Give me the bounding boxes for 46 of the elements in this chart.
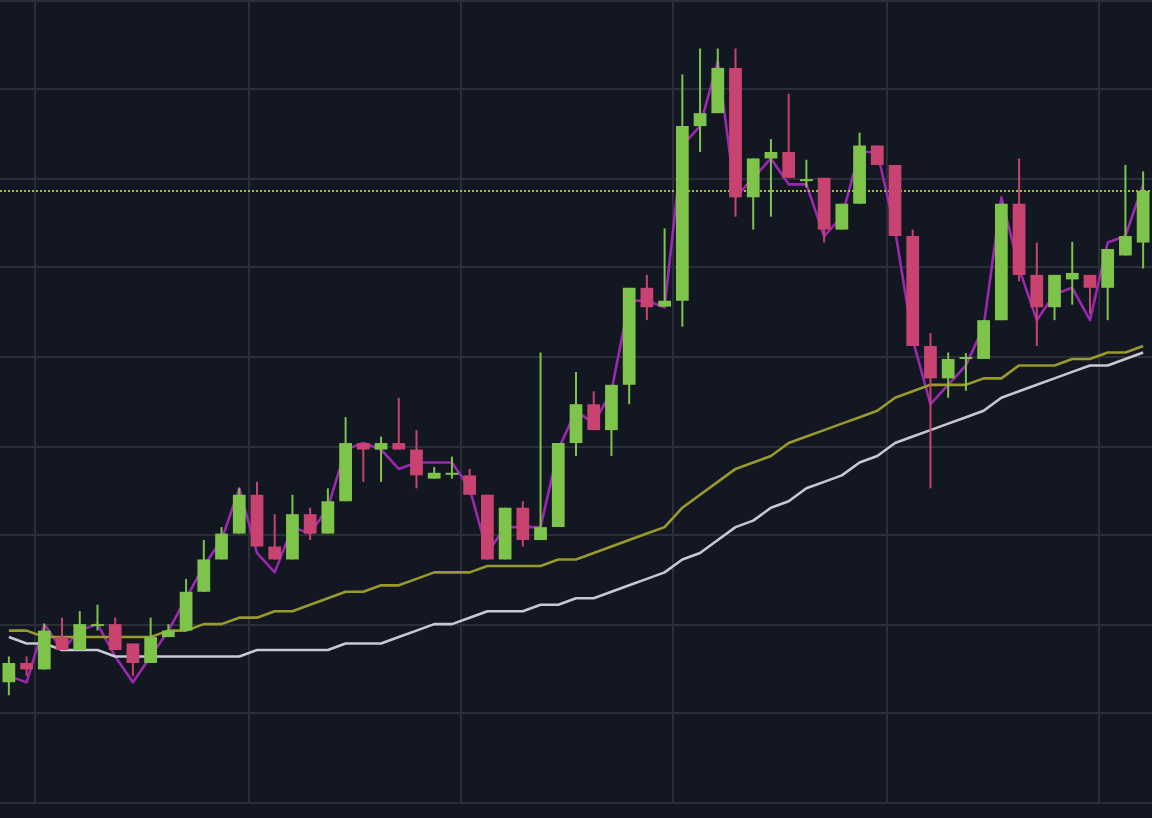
candlestick bbox=[91, 603, 104, 632]
candlestick bbox=[835, 202, 849, 231]
candlestick bbox=[1083, 273, 1097, 315]
candlestick bbox=[1101, 248, 1115, 322]
candlestick bbox=[232, 487, 246, 535]
candlestick bbox=[392, 396, 406, 451]
candlestick bbox=[693, 47, 707, 153]
candlestick bbox=[569, 370, 583, 457]
candlestick bbox=[37, 623, 51, 671]
candlestick bbox=[108, 616, 122, 652]
candlestick bbox=[20, 655, 33, 677]
candlestick bbox=[286, 493, 299, 561]
candlestick bbox=[215, 526, 228, 561]
candlestick bbox=[303, 506, 317, 542]
candlestick bbox=[2, 655, 16, 697]
candlestick bbox=[463, 467, 477, 496]
candlestick bbox=[924, 332, 937, 490]
candlestick bbox=[197, 539, 211, 593]
candlestick bbox=[658, 227, 671, 308]
candlestick bbox=[587, 390, 601, 432]
candlestick bbox=[55, 616, 69, 652]
candlestick bbox=[410, 429, 423, 490]
candlestick bbox=[374, 435, 388, 483]
candlestick bbox=[1065, 240, 1079, 306]
candlestick bbox=[605, 383, 618, 457]
candlestick bbox=[126, 642, 140, 677]
candlestick bbox=[516, 500, 530, 548]
candlestick bbox=[356, 442, 370, 483]
candlestick bbox=[1030, 241, 1044, 348]
candlestick bbox=[73, 610, 87, 652]
candlestick bbox=[711, 47, 725, 115]
candlestick bbox=[640, 273, 654, 322]
candlestick bbox=[800, 158, 813, 189]
candlestick bbox=[959, 352, 973, 392]
candlestick bbox=[445, 455, 459, 480]
candlestick bbox=[179, 577, 193, 632]
candlestick bbox=[782, 92, 796, 179]
candlestick bbox=[977, 319, 991, 360]
candlestick bbox=[268, 513, 282, 561]
candlestick bbox=[321, 487, 335, 535]
candlestick bbox=[534, 351, 547, 542]
candlestick bbox=[1119, 163, 1132, 257]
candlestick bbox=[746, 157, 760, 231]
candlestick bbox=[144, 616, 158, 664]
candlestick bbox=[1048, 273, 1061, 322]
candlestick bbox=[941, 351, 955, 399]
